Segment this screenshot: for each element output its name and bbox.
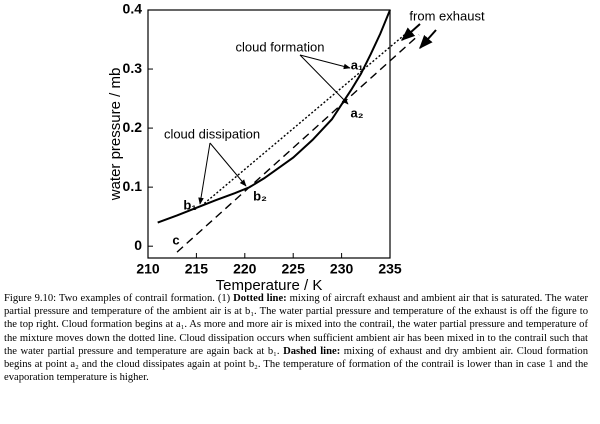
series-line: [157, 9, 391, 224]
caption-text: Figure 9.10: Two examples of contrail fo…: [4, 293, 234, 304]
x-tick-label: 215: [185, 261, 209, 277]
annotation: a₁: [351, 57, 364, 72]
caption-text: Dotted line:: [233, 293, 287, 304]
x-tick-label: 225: [282, 261, 306, 277]
y-tick-label: 0.1: [123, 178, 143, 194]
arrow: [419, 29, 437, 50]
arrow: [299, 54, 351, 70]
series-line: [176, 34, 420, 253]
x-tick-label: 235: [378, 261, 402, 277]
arrow: [198, 142, 211, 205]
figure-caption: Figure 9.10: Two examples of contrail fo…: [4, 292, 588, 384]
annotation: cloud formation: [236, 39, 325, 54]
caption-text: mixing of aircraft exhaust and ambient a…: [4, 293, 588, 357]
x-tick-label: 210: [136, 261, 160, 277]
annotation: cloud dissipation: [164, 126, 260, 141]
annotation-arrows: [198, 23, 437, 205]
x-axis-title: Temperature / K: [216, 277, 323, 292]
arrow: [400, 23, 421, 41]
y-tick-label: 0.3: [123, 60, 143, 76]
series-line: [200, 34, 405, 207]
annotation: from exhaust: [409, 8, 485, 23]
caption-text: Dashed line:: [283, 345, 341, 357]
annotation: a₂: [350, 105, 363, 120]
annotation: c: [172, 232, 179, 247]
plot-frame: [147, 9, 391, 259]
y-tick-label: 0: [134, 237, 142, 253]
chart: Temperature / K water pressure / mb 210 2…: [107, 1, 485, 294]
annotation: b₁: [183, 197, 196, 212]
y-tick-label: 0.4: [123, 1, 143, 17]
y-tick-label: 0.2: [123, 119, 143, 135]
y-axis-title: water pressure / mb: [107, 68, 124, 202]
arrow: [299, 54, 349, 105]
annotation: b₂: [253, 188, 267, 203]
x-tick-label: 220: [233, 261, 257, 277]
x-tick-label: 230: [330, 261, 354, 277]
caption-text: mixing of exhaust and dry ambient air. C…: [4, 345, 588, 384]
arrow: [209, 142, 247, 187]
